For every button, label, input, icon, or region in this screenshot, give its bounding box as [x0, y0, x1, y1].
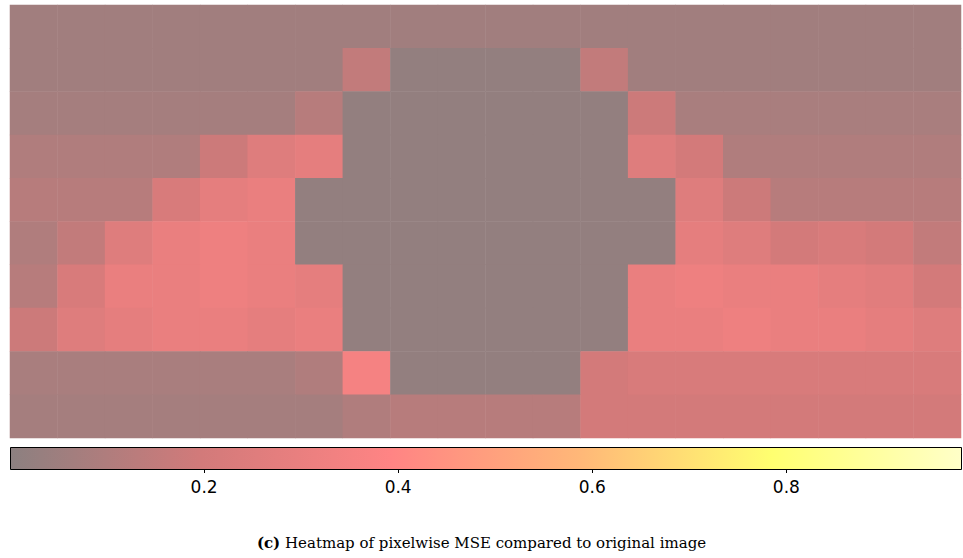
svg-text:0.4: 0.4: [385, 477, 412, 497]
svg-text:Heatmap of pixelwise MSE compa: Heatmap of pixelwise MSE compared to ori…: [280, 534, 706, 552]
svg-text:0.2: 0.2: [191, 477, 218, 497]
svg-text:0.8: 0.8: [773, 477, 800, 497]
svg-text:0.6: 0.6: [579, 477, 606, 497]
svg-text:(c): (c): [257, 534, 280, 552]
